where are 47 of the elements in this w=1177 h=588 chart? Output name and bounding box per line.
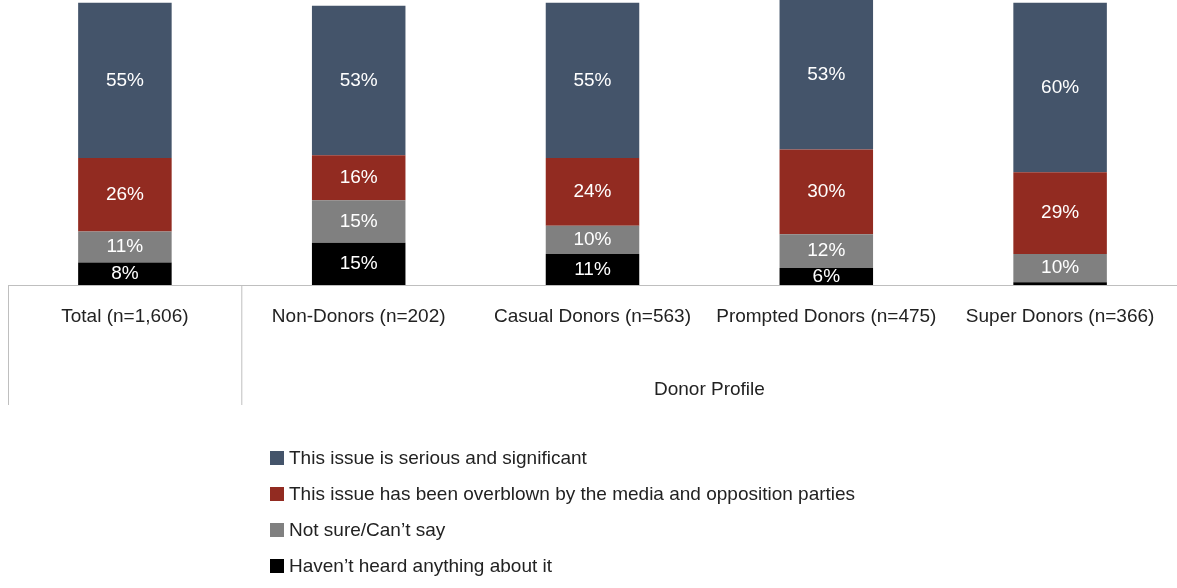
bar bbox=[545, 2, 640, 159]
data-label: 55% bbox=[573, 68, 612, 90]
bar bbox=[1013, 172, 1107, 254]
data-label: 55% bbox=[105, 68, 145, 90]
legend-label: Haven’t heard anything about it bbox=[289, 555, 553, 577]
bar bbox=[779, 234, 874, 269]
data-label: 15% bbox=[339, 252, 378, 274]
data-label: 10% bbox=[573, 228, 612, 250]
legend-label: This issue is serious and significant bbox=[289, 447, 587, 469]
legend-label: This issue has been overblown by the media and opposition parties bbox=[289, 483, 856, 505]
data-label: 29% bbox=[1041, 201, 1080, 223]
bar bbox=[1013, 253, 1107, 283]
bar bbox=[779, 0, 874, 150]
bar bbox=[1013, 2, 1107, 173]
data-label: 26% bbox=[105, 182, 145, 204]
data-label: 11% bbox=[574, 257, 611, 279]
data-label: 60% bbox=[1041, 75, 1080, 97]
data-label: 10% bbox=[1041, 256, 1080, 278]
legend-label: Not sure/Can’t say bbox=[289, 519, 446, 541]
x-axis-title: Donor Profile bbox=[653, 378, 765, 400]
x-tick-label: Total (n=1,606) bbox=[61, 304, 189, 326]
x-tick-label: Casual Donors (n=563) bbox=[494, 304, 691, 326]
bar bbox=[78, 262, 172, 285]
data-label: 53% bbox=[807, 63, 846, 85]
bar bbox=[1013, 282, 1107, 285]
data-label: 30% bbox=[807, 180, 846, 202]
bar bbox=[78, 231, 172, 263]
bar bbox=[311, 242, 406, 285]
bar bbox=[311, 155, 406, 201]
data-label: 24% bbox=[573, 180, 612, 202]
data-label: 53% bbox=[339, 68, 378, 90]
bar bbox=[311, 5, 406, 156]
bar bbox=[311, 200, 406, 243]
x-tick-label: Non-Donors (n=202) bbox=[271, 304, 446, 326]
data-label: 6% bbox=[812, 264, 841, 286]
bar bbox=[779, 149, 874, 235]
data-label: 15% bbox=[339, 209, 378, 231]
data-label: 8% bbox=[111, 261, 139, 283]
bar bbox=[78, 158, 172, 232]
data-label: 11% bbox=[106, 235, 144, 257]
bar bbox=[545, 253, 640, 285]
x-tick-label: Super Donors (n=366) bbox=[965, 304, 1155, 326]
data-label: 16% bbox=[339, 166, 378, 188]
bar bbox=[545, 158, 640, 226]
data-label: 12% bbox=[807, 239, 846, 261]
x-tick-label: Prompted Donors (n=475) bbox=[716, 304, 937, 326]
bar bbox=[78, 2, 172, 159]
